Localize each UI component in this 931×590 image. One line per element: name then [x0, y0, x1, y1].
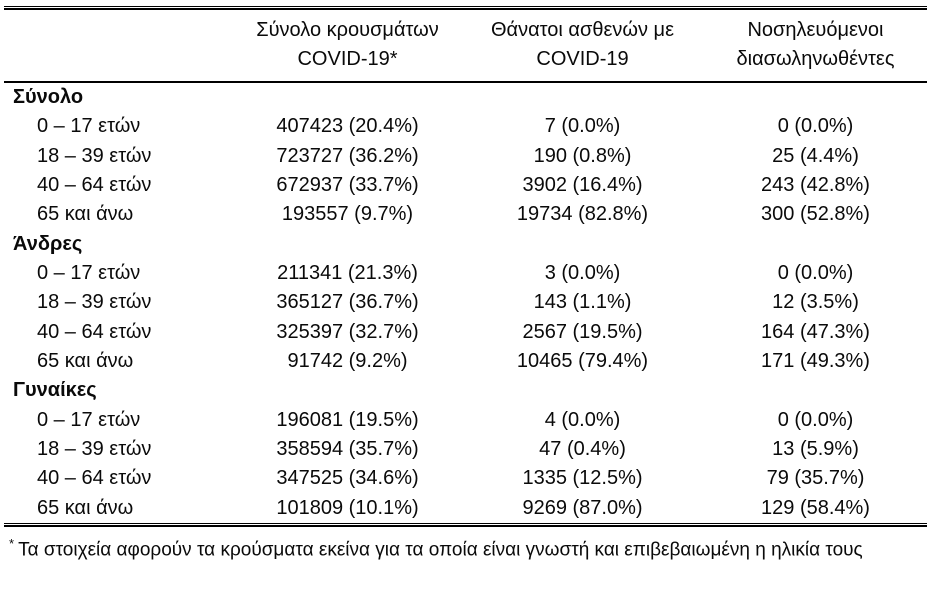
footnote-text: Τα στοιχεία αφορούν τα κρούσματα εκείνα … [18, 539, 863, 561]
column-header-deaths-line2: COVID-19 [536, 48, 629, 70]
table-row: 40 – 64 ετών 672937 (33.7%) 3902 (16.4%)… [0, 171, 931, 200]
column-header-cases-line1: Σύνολο κρουσμάτων [256, 19, 439, 41]
table-row: 0 – 17 ετών 407423 (20.4%) 7 (0.0%) 0 (0… [0, 112, 931, 141]
age-group-label: 40 – 64 ετών [37, 173, 152, 196]
table-row: 65 και άνω 91742 (9.2%) 10465 (79.4%) 17… [0, 347, 931, 376]
deaths-value: 47 (0.4%) [539, 437, 626, 460]
deaths-value: 3902 (16.4%) [522, 173, 643, 196]
column-header-empty [0, 16, 230, 74]
age-group-label: 40 – 64 ετών [37, 320, 152, 343]
table-row: 18 – 39 ετών 365127 (36.7%) 143 (1.1%) 1… [0, 288, 931, 317]
column-header-deaths-line1: Θάνατοι ασθενών με [491, 19, 674, 41]
age-group-label: 18 – 39 ετών [37, 437, 152, 460]
section-header-women: Γυναίκες [0, 376, 931, 405]
table-row: 40 – 64 ετών 325397 (32.7%) 2567 (19.5%)… [0, 318, 931, 347]
footnote-marker: * [9, 535, 15, 551]
age-group-label: 18 – 39 ετών [37, 144, 152, 167]
header-separator-rule [4, 81, 927, 83]
cases-value: 358594 (35.7%) [276, 437, 419, 460]
cases-value: 193557 (9.7%) [281, 203, 414, 226]
age-group-label: 65 και άνω [37, 203, 134, 226]
table-body: Σύνολο 0 – 17 ετών 407423 (20.4%) 7 (0.0… [0, 83, 931, 523]
age-group-label: 65 και άνω [37, 349, 134, 372]
column-header-intubated: Νοσηλευόμενοι διασωληνωθέντες [700, 16, 931, 74]
intubated-value: 300 (52.8%) [761, 203, 870, 226]
intubated-value: 25 (4.4%) [772, 144, 859, 167]
cases-value: 723727 (36.2%) [276, 144, 419, 167]
cases-value: 91742 (9.2%) [287, 349, 408, 372]
intubated-value: 0 (0.0%) [777, 115, 854, 138]
cases-value: 347525 (34.6%) [276, 467, 419, 490]
column-header-cases: Σύνολο κρουσμάτων COVID-19* [230, 16, 465, 74]
cases-value: 101809 (10.1%) [276, 496, 419, 519]
intubated-value: 171 (49.3%) [761, 349, 870, 372]
deaths-value: 1335 (12.5%) [522, 467, 643, 490]
footnote: * Τα στοιχεία αφορούν τα κρούσματα εκείνα… [0, 532, 931, 562]
table-row: 40 – 64 ετών 347525 (34.6%) 1335 (12.5%)… [0, 464, 931, 493]
section-title: Γυναίκες [13, 379, 97, 402]
section-title: Άνδρες [13, 232, 83, 255]
table-header-row: Σύνολο κρουσμάτων COVID-19* Θάνατοι ασθε… [0, 10, 931, 81]
table-row: 65 και άνω 193557 (9.7%) 19734 (82.8%) 3… [0, 200, 931, 229]
age-group-label: 0 – 17 ετών [37, 115, 141, 138]
deaths-value: 190 (0.8%) [533, 144, 632, 167]
intubated-value: 129 (58.4%) [761, 496, 870, 519]
column-header-intubated-line2: διασωληνωθέντες [736, 48, 895, 70]
age-group-label: 0 – 17 ετών [37, 261, 141, 284]
cases-value: 211341 (21.3%) [277, 261, 418, 284]
deaths-value: 4 (0.0%) [544, 408, 621, 431]
deaths-value: 2567 (19.5%) [522, 320, 643, 343]
age-group-label: 0 – 17 ετών [37, 408, 141, 431]
deaths-value: 10465 (79.4%) [516, 349, 649, 372]
table-row: 18 – 39 ετών 358594 (35.7%) 47 (0.4%) 13… [0, 435, 931, 464]
age-group-label: 18 – 39 ετών [37, 291, 152, 314]
intubated-value: 243 (42.8%) [761, 173, 870, 196]
table-row: 65 και άνω 101809 (10.1%) 9269 (87.0%) 1… [0, 494, 931, 523]
deaths-value: 143 (1.1%) [533, 291, 632, 314]
column-header-intubated-line1: Νοσηλευόμενοι [747, 19, 884, 41]
intubated-value: 0 (0.0%) [777, 261, 854, 284]
table-bottom-rule [4, 522, 927, 527]
table-row: 0 – 17 ετών 211341 (21.3%) 3 (0.0%) 0 (0… [0, 259, 931, 288]
intubated-value: 13 (5.9%) [772, 437, 859, 460]
deaths-value: 3 (0.0%) [544, 261, 621, 284]
cases-value: 407423 (20.4%) [276, 115, 419, 138]
cases-value: 325397 (32.7%) [276, 320, 419, 343]
section-header-men: Άνδρες [0, 230, 931, 259]
age-group-label: 40 – 64 ετών [37, 467, 152, 490]
cases-value: 672937 (33.7%) [276, 173, 419, 196]
intubated-value: 12 (3.5%) [772, 291, 859, 314]
column-header-cases-line2: COVID-19* [297, 48, 398, 70]
column-header-deaths: Θάνατοι ασθενών με COVID-19 [465, 16, 700, 74]
table-row: 18 – 39 ετών 723727 (36.2%) 190 (0.8%) 2… [0, 142, 931, 171]
intubated-value: 79 (35.7%) [766, 467, 865, 490]
section-header-total: Σύνολο [0, 83, 931, 112]
intubated-value: 0 (0.0%) [777, 408, 854, 431]
deaths-value: 7 (0.0%) [544, 115, 621, 138]
deaths-value: 9269 (87.0%) [522, 496, 643, 519]
intubated-value: 164 (47.3%) [761, 320, 870, 343]
age-group-label: 65 και άνω [37, 496, 134, 519]
deaths-value: 19734 (82.8%) [516, 203, 649, 226]
section-title: Σύνολο [13, 86, 84, 108]
table-row: 0 – 17 ετών 196081 (19.5%) 4 (0.0%) 0 (0… [0, 406, 931, 435]
cases-value: 365127 (36.7%) [276, 291, 419, 314]
table-top-rule [4, 6, 927, 10]
cases-value: 196081 (19.5%) [276, 408, 419, 431]
